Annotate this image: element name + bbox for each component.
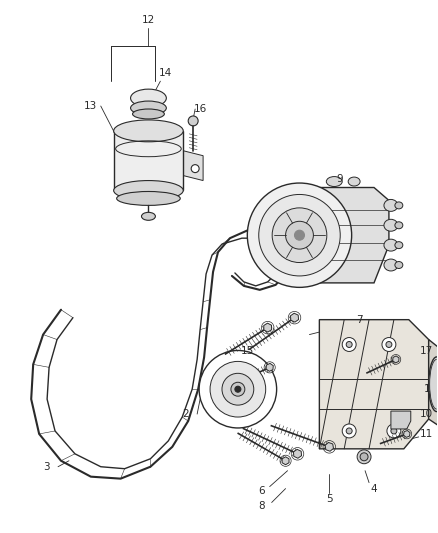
Ellipse shape	[346, 428, 352, 434]
Ellipse shape	[286, 221, 314, 249]
Text: 3: 3	[43, 462, 49, 472]
Text: 9: 9	[336, 174, 343, 183]
Ellipse shape	[259, 195, 340, 276]
Polygon shape	[393, 356, 399, 363]
Ellipse shape	[191, 165, 199, 173]
Polygon shape	[183, 151, 203, 181]
Ellipse shape	[346, 342, 352, 348]
Ellipse shape	[395, 202, 403, 209]
Ellipse shape	[131, 89, 166, 107]
Ellipse shape	[387, 424, 401, 438]
Text: 14: 14	[159, 68, 172, 78]
Text: 15: 15	[241, 346, 254, 357]
Text: 8: 8	[258, 502, 265, 512]
Ellipse shape	[391, 428, 397, 434]
Ellipse shape	[382, 337, 396, 351]
Ellipse shape	[114, 181, 183, 200]
Ellipse shape	[133, 109, 164, 119]
Ellipse shape	[429, 357, 438, 411]
Polygon shape	[403, 431, 410, 438]
Ellipse shape	[342, 337, 356, 351]
Ellipse shape	[117, 191, 180, 205]
Text: 5: 5	[326, 494, 332, 504]
Ellipse shape	[294, 230, 304, 240]
Ellipse shape	[342, 424, 356, 438]
Polygon shape	[114, 131, 183, 190]
Polygon shape	[282, 457, 289, 465]
Text: 2: 2	[182, 409, 188, 419]
Polygon shape	[266, 364, 273, 372]
Polygon shape	[429, 340, 438, 429]
Ellipse shape	[384, 239, 398, 251]
Ellipse shape	[360, 453, 368, 461]
Ellipse shape	[384, 199, 398, 212]
Ellipse shape	[395, 222, 403, 229]
Text: 10: 10	[420, 409, 433, 419]
Ellipse shape	[348, 177, 360, 186]
Text: 16: 16	[194, 104, 207, 114]
Ellipse shape	[222, 373, 254, 405]
Ellipse shape	[199, 351, 277, 428]
Text: 6: 6	[258, 486, 265, 496]
Polygon shape	[293, 449, 301, 458]
Ellipse shape	[210, 361, 266, 417]
Text: 4: 4	[371, 483, 377, 494]
Ellipse shape	[384, 259, 398, 271]
Ellipse shape	[235, 386, 241, 392]
Ellipse shape	[231, 382, 245, 396]
Ellipse shape	[386, 342, 392, 348]
Text: 17: 17	[420, 346, 433, 357]
Text: 13: 13	[84, 101, 97, 111]
Ellipse shape	[395, 241, 403, 248]
Ellipse shape	[272, 208, 327, 263]
Ellipse shape	[188, 116, 198, 126]
Polygon shape	[391, 411, 411, 429]
Text: 7: 7	[356, 314, 362, 325]
Ellipse shape	[114, 120, 183, 142]
Ellipse shape	[131, 101, 166, 115]
Text: 11: 11	[420, 429, 433, 439]
Text: 1: 1	[424, 384, 430, 394]
Ellipse shape	[141, 212, 155, 220]
Polygon shape	[319, 320, 429, 449]
Polygon shape	[325, 442, 333, 451]
Polygon shape	[264, 323, 272, 332]
Ellipse shape	[395, 262, 403, 269]
Ellipse shape	[384, 219, 398, 231]
Ellipse shape	[357, 450, 371, 464]
Ellipse shape	[326, 176, 342, 187]
Ellipse shape	[247, 183, 352, 287]
Polygon shape	[290, 313, 299, 322]
Text: 12: 12	[142, 14, 155, 25]
Polygon shape	[319, 188, 389, 283]
